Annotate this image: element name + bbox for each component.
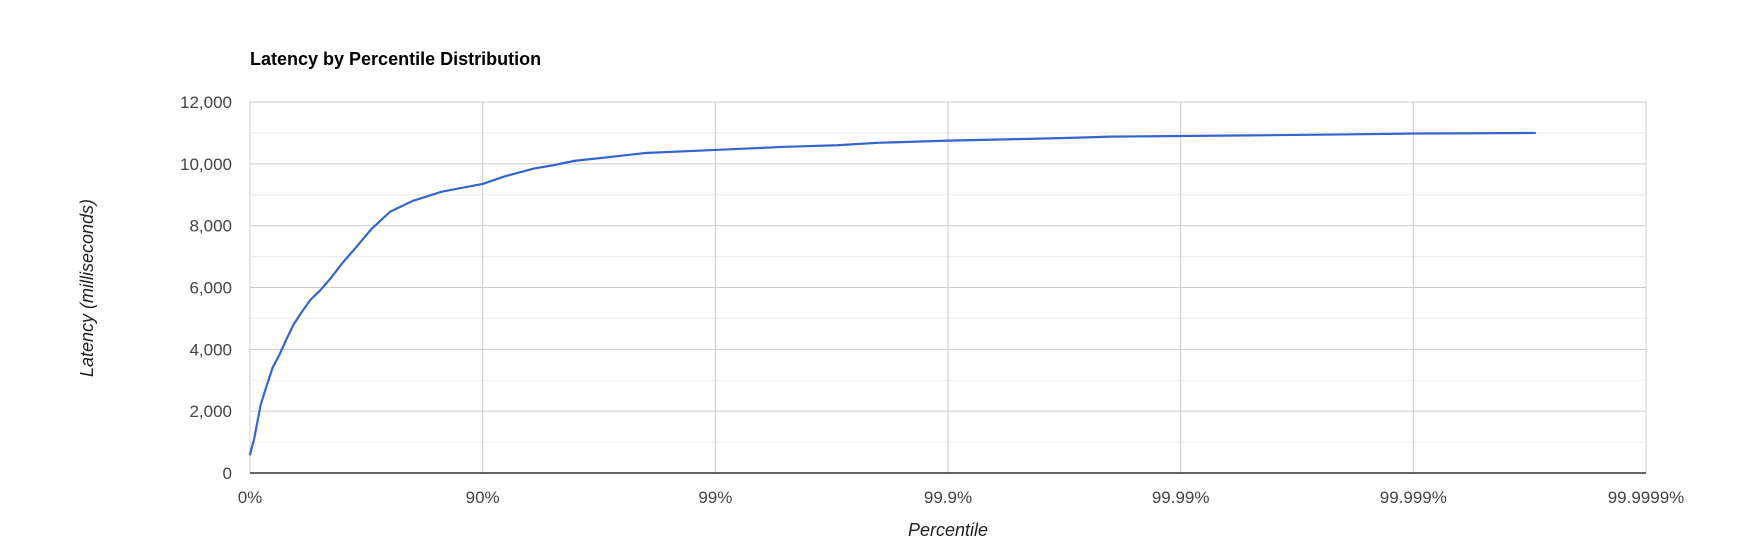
grid — [250, 101, 1646, 473]
x-tick-label: 99.9999% — [1608, 488, 1685, 507]
y-tick-label: 0 — [223, 464, 232, 483]
y-tick-label: 6,000 — [189, 279, 232, 298]
y-tick-labels: 0 2,000 4,000 6,000 8,000 10,000 12,000 — [180, 93, 232, 483]
x-tick-label: 99.99% — [1152, 488, 1210, 507]
x-axis-title: Percentile — [908, 520, 988, 540]
y-tick-label: 2,000 — [189, 402, 232, 421]
y-tick-label: 10,000 — [180, 155, 232, 174]
y-tick-label: 8,000 — [189, 217, 232, 236]
series-layer — [248, 131, 1537, 456]
x-tick-label: 90% — [466, 488, 500, 507]
y-axis-title: Latency (milliseconds) — [77, 199, 97, 377]
chart-title: Latency by Percentile Distribution — [250, 49, 541, 69]
latency-series-line — [248, 131, 1537, 456]
x-tick-label: 99.9% — [924, 488, 972, 507]
x-tick-labels: 0% 90% 99% 99.9% 99.99% 99.999% 99.9999% — [238, 488, 1685, 507]
x-tick-label: 0% — [238, 488, 263, 507]
y-tick-label: 12,000 — [180, 93, 232, 112]
x-tick-label: 99.999% — [1380, 488, 1447, 507]
y-tick-label: 4,000 — [189, 340, 232, 359]
x-tick-label: 99% — [698, 488, 732, 507]
